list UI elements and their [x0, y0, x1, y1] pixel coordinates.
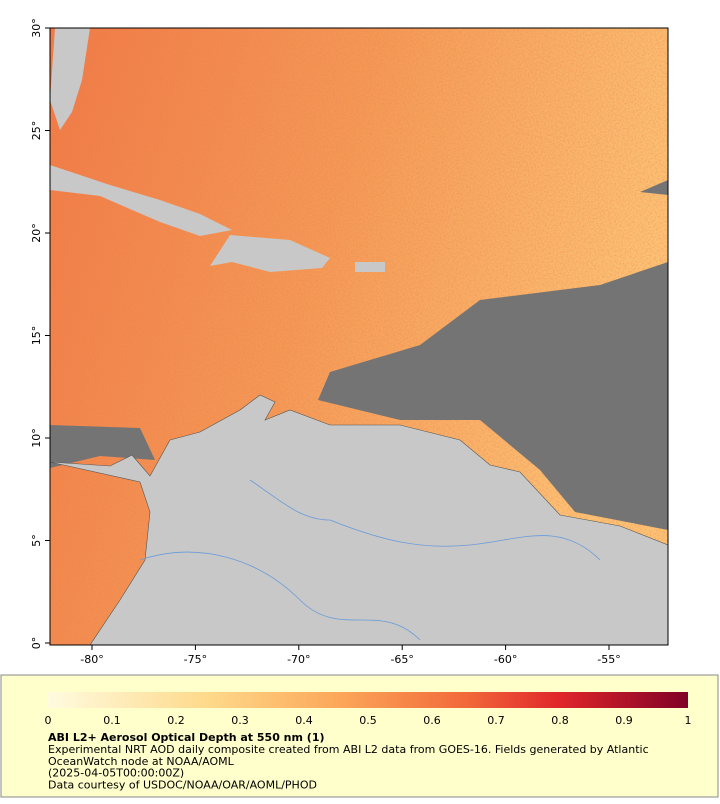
x-tick-label: -60° — [494, 653, 517, 666]
colorbar-tick-label: 0.8 — [551, 714, 569, 727]
colorbar-ticks: 0 0.1 0.2 0.3 0.4 0.5 0.6 0.7 0.8 0.9 1 — [45, 714, 692, 727]
x-axis: -80° -75° -70° -65° -60° -55° — [80, 645, 621, 666]
y-axis: 30° 25° 20° 15° 10° 5° 0° — [30, 18, 50, 649]
colorbar-tick-label: 0.9 — [615, 714, 633, 727]
y-tick-label: 15° — [30, 326, 43, 346]
map — [50, 28, 668, 645]
colorbar-tick-label: 0.6 — [423, 714, 441, 727]
colorbar-tick-label: 0.4 — [295, 714, 313, 727]
colorbar-tick-label: 0.3 — [231, 714, 249, 727]
x-tick-label: -70° — [287, 653, 310, 666]
map-frame — [49, 27, 669, 646]
y-tick-label: 20° — [30, 223, 43, 243]
caption: Experimental NRT AOD daily composite cre… — [48, 743, 649, 791]
y-tick-label: 5° — [30, 534, 43, 547]
caption-line: Data courtesy of USDOC/NOAA/OAR/AOML/PHO… — [48, 778, 317, 791]
x-tick-label: -80° — [80, 653, 103, 666]
x-tick-label: -75° — [184, 653, 207, 666]
colorbar — [48, 692, 688, 708]
x-tick-label: -55° — [597, 653, 620, 666]
colorbar-tick-label: 0 — [45, 714, 52, 727]
colorbar-tick-label: 0.1 — [103, 714, 121, 727]
x-tick-label: -65° — [390, 653, 413, 666]
caption-line: (2025-04-05T00:00:00Z) — [48, 767, 184, 780]
y-tick-label: 25° — [30, 121, 43, 141]
y-tick-label: 30° — [30, 18, 43, 38]
colorbar-tick-label: 1 — [685, 714, 692, 727]
colorbar-tick-label: 0.2 — [167, 714, 185, 727]
colorbar-tick-label: 0.5 — [359, 714, 377, 727]
y-tick-label: 10° — [30, 428, 43, 448]
caption-line: Experimental NRT AOD daily composite cre… — [48, 743, 649, 756]
caption-title: ABI L2+ Aerosol Optical Depth at 550 nm … — [48, 731, 325, 744]
colorbar-tick-label: 0.7 — [487, 714, 505, 727]
y-tick-label: 0° — [30, 637, 43, 650]
caption-line: OceanWatch node at NOAA/AOML — [48, 755, 235, 768]
